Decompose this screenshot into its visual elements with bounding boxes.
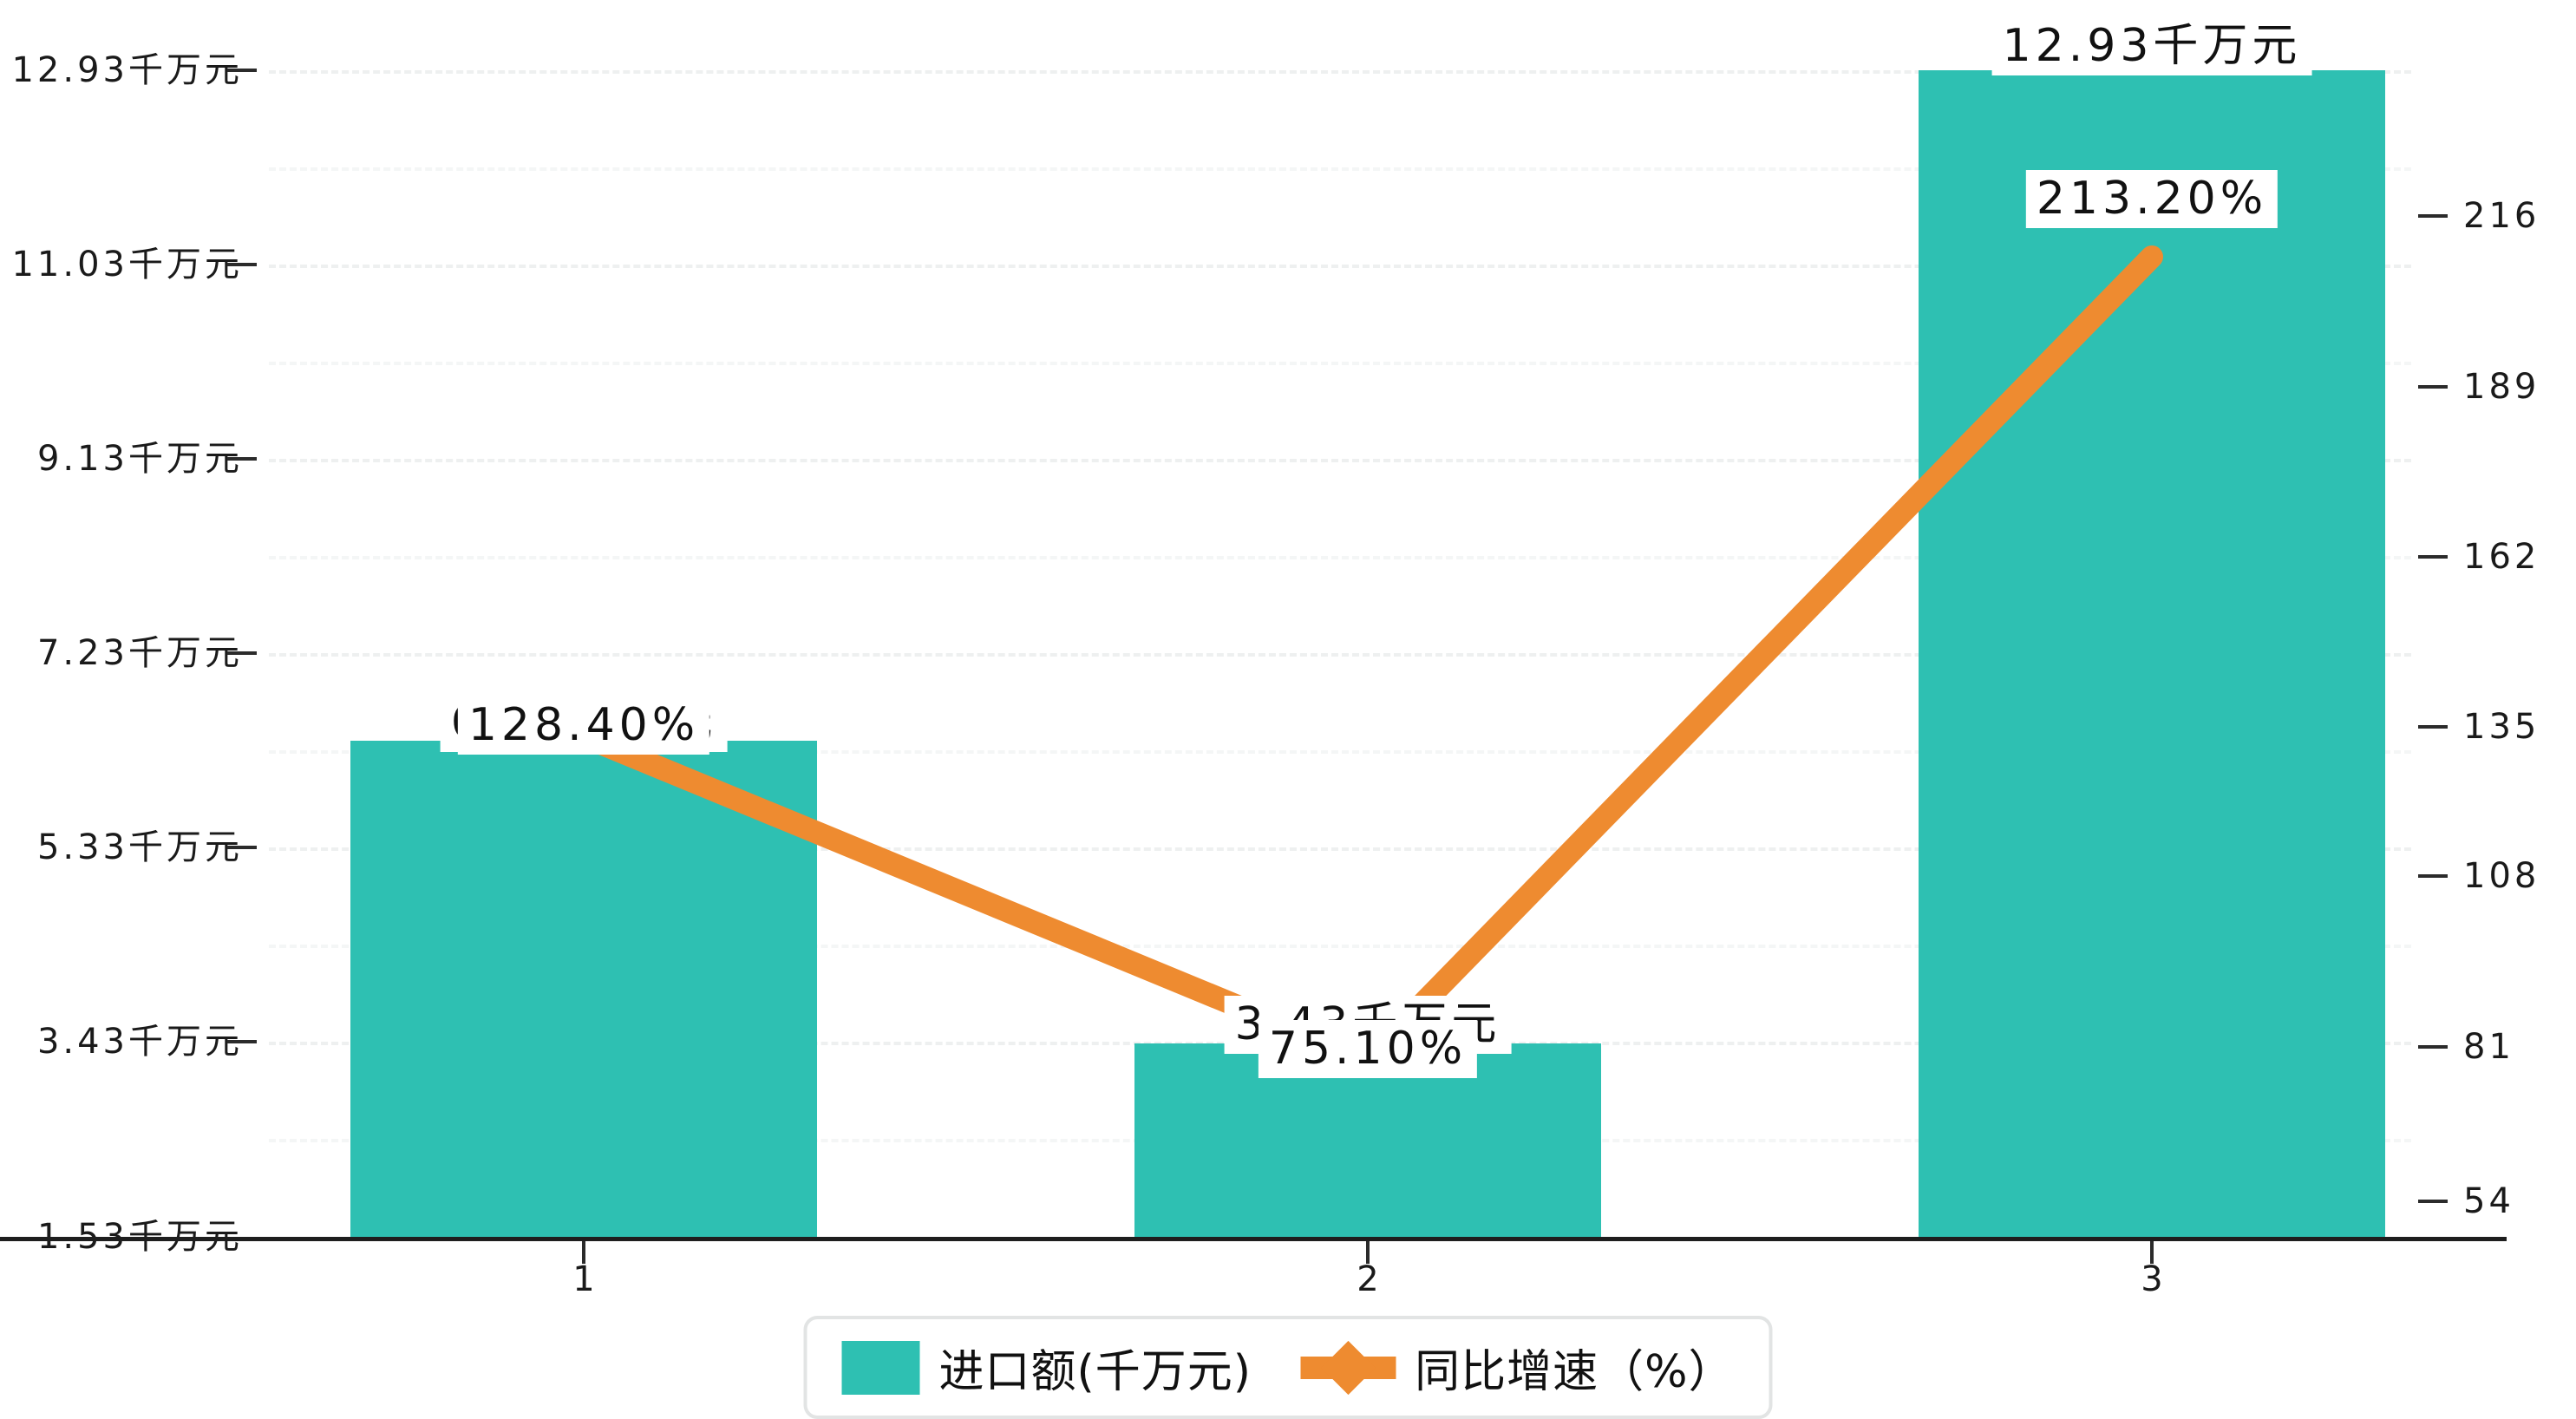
y-right-tick-mark (2418, 725, 2448, 729)
x-tick-label: 2 (1357, 1259, 1379, 1299)
y-right-tick-mark (2418, 874, 2448, 878)
legend-label-growth: 同比增速（%） (1415, 1346, 1735, 1398)
y-left-tick-mark (227, 846, 257, 849)
x-tick-mark (582, 1241, 585, 1264)
y-right-tick-label: 81 (2463, 1027, 2514, 1067)
legend-item-import[interactable]: 进口额(千万元) (841, 1335, 1252, 1400)
y-left-tick-label: 7.23千万元 (36, 633, 243, 673)
y-right-tick-label: 216 (2463, 196, 2540, 236)
y-right-tick-label: 108 (2463, 856, 2540, 896)
gridline (269, 70, 2411, 74)
bar-value-label-3: 12.93千万元 (1991, 17, 2312, 75)
y-left-tick-mark (227, 457, 257, 461)
line-diamond-swatch-icon (1300, 1340, 1396, 1395)
bar-series-import-1[interactable] (350, 741, 817, 1237)
line-value-label-3: 213.20% (2025, 170, 2279, 228)
y-right-tick-mark (2418, 385, 2448, 389)
bar-swatch-icon (841, 1340, 920, 1395)
legend-item-growth[interactable]: 同比增速（%） (1300, 1335, 1734, 1400)
line-value-label-2: 75.10% (1258, 1020, 1478, 1078)
y-left-tick-label: 12.93千万元 (11, 50, 243, 90)
y-left-tick-label: 3.43千万元 (36, 1022, 243, 1062)
x-tick-mark (2150, 1241, 2154, 1264)
x-tick-label: 1 (572, 1259, 595, 1299)
y-right-tick-mark (2418, 555, 2448, 559)
y-left-tick-label: 11.03千万元 (11, 245, 243, 284)
y-left-tick-mark (227, 263, 257, 266)
y-right-tick-label: 162 (2463, 537, 2540, 577)
x-tick-label: 3 (2141, 1259, 2163, 1299)
y-left-tick-mark (227, 651, 257, 655)
y-right-tick-label: 189 (2463, 367, 2540, 407)
y-right-tick-label: 54 (2463, 1181, 2514, 1221)
y-right-tick-mark (2418, 214, 2448, 218)
y-left-tick-label: 5.33千万元 (36, 827, 243, 867)
line-value-label-1: 128.40% (457, 696, 710, 755)
y-right-tick-label: 135 (2463, 707, 2540, 747)
y-left-tick-label: 9.13千万元 (36, 439, 243, 479)
x-axis-baseline (0, 1237, 2507, 1241)
y-right-tick-mark (2418, 1200, 2448, 1203)
gridline-minor (269, 167, 2411, 171)
legend-label-import: 进口额(千万元) (938, 1346, 1252, 1398)
y-right-tick-mark (2418, 1045, 2448, 1049)
chart-legend: 进口额(千万元) 同比增速（%） (803, 1316, 1773, 1419)
y-left-tick-mark (227, 69, 257, 72)
y-left-tick-mark (227, 1040, 257, 1043)
x-tick-mark (1366, 1241, 1370, 1264)
bar-series-import-3[interactable] (1919, 70, 2385, 1237)
